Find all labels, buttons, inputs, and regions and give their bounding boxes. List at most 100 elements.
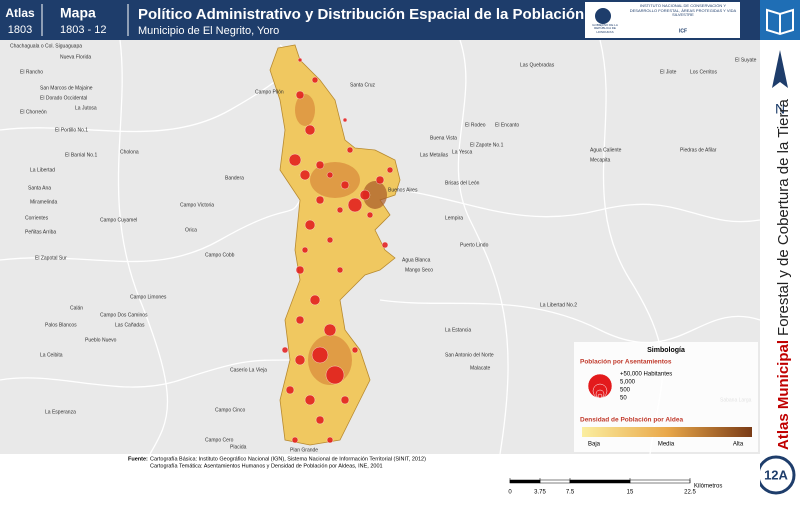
scale-tick-label: 22.5: [684, 490, 696, 496]
settlement: [294, 354, 306, 366]
scale-tick-label: 15: [627, 490, 634, 496]
map-number: 12A: [764, 467, 788, 482]
settlement: [340, 180, 350, 190]
settlement: [299, 169, 311, 181]
place-label: Campo Victoria: [180, 202, 214, 208]
logo-left-text: GOBIERNO DE LA REPÚBLICA DE HONDURAS: [592, 24, 618, 34]
scale-tick-label: 3.75: [534, 490, 546, 496]
legend-circle: [597, 393, 603, 399]
subtitle: Municipio de El Negrito, Yoro: [138, 25, 279, 37]
map-code: 1803 - 12: [60, 24, 106, 36]
place-label: Placida: [230, 444, 247, 450]
settlement: [347, 197, 363, 213]
legend-title: Simbología: [647, 347, 685, 354]
settlement: [297, 57, 303, 63]
place-label: El Suyate: [735, 57, 757, 63]
place-label: Calán: [70, 305, 83, 311]
place-label: Mango Seco: [405, 267, 433, 273]
place-label: Puerto Lindo: [460, 242, 489, 248]
scale-segment: [629, 479, 691, 484]
atlas-label: Atlas: [5, 6, 35, 20]
scale-segment: [539, 479, 571, 484]
legend-population-class: 50: [620, 396, 627, 402]
settlement: [288, 153, 302, 167]
settlement: [301, 246, 309, 254]
place-label: La Jutosa: [75, 105, 97, 111]
legend-population-class: +50,000 Habitantes: [620, 372, 672, 378]
place-label: Campo Limones: [130, 294, 167, 300]
place-label: El Portillo No.1: [55, 127, 88, 133]
side-title: Atlas Municipal Forestal y de Cobertura d…: [775, 99, 792, 450]
settlement: [375, 175, 385, 185]
place-label: El Barrial No.1: [65, 152, 97, 158]
place-label: Santa Cruz: [350, 82, 376, 88]
density-ramp: [582, 427, 752, 437]
settlement: [340, 395, 350, 405]
municipality: [269, 44, 401, 446]
settlement: [386, 166, 394, 174]
place-label: Peñitas Arriba: [25, 229, 56, 235]
place-label: Buena Vista: [430, 135, 457, 141]
settlement: [311, 76, 319, 84]
place-label: Caserío La Vieja: [230, 367, 267, 373]
place-label: Chachaguala o Col. Siguaguapa: [10, 43, 82, 49]
place-label: San Antonio del Norte: [445, 352, 494, 358]
legend-density-class: Baja: [588, 442, 601, 448]
place-label: Campo Cinco: [215, 407, 246, 413]
place-label: La Estancia: [445, 327, 471, 333]
scale-segment: [509, 479, 541, 484]
side-title-main: Atlas Municipal: [775, 340, 792, 450]
place-label: Bandera: [225, 175, 244, 181]
place-label: El Zapotal Sur: [35, 255, 67, 261]
settlement: [359, 189, 371, 201]
place-label: El Jiote: [660, 69, 677, 75]
place-label: La Libertad: [30, 167, 55, 173]
settlement: [295, 90, 305, 100]
place-label: Malacate: [470, 365, 491, 371]
settlement: [295, 265, 305, 275]
footer: [0, 454, 760, 500]
logo-emblem: [595, 8, 611, 24]
boundaries: [0, 39, 761, 455]
settlement: [351, 346, 359, 354]
place-label: Campo Cobb: [205, 252, 235, 258]
settlement: [295, 315, 305, 325]
place-label: El Rodeo: [465, 122, 486, 128]
place-label: Palos Blancos: [45, 322, 77, 328]
settlement: [304, 394, 316, 406]
place-label: Agua Caliente: [590, 147, 622, 153]
place-label: Campo Pilón: [255, 89, 284, 95]
settlement: [309, 294, 321, 306]
settlement: [366, 211, 374, 219]
settlement: [315, 195, 325, 205]
place-label: Campo Dos Caminos: [100, 312, 148, 318]
place-label: La Esperanza: [45, 409, 76, 415]
place-label: El Chorreón: [20, 109, 47, 115]
source-2: Cartografía Temática: Asentamientos Huma…: [150, 463, 383, 469]
place-label: Campo Cuyamel: [100, 217, 137, 223]
place-label: Las Metalias: [420, 152, 449, 158]
settlement: [315, 160, 325, 170]
settlement: [325, 365, 345, 385]
place-labels: Chachaguala o Col. Siguaguapa Nueva Flori…: [10, 43, 757, 453]
settlement: [336, 206, 344, 214]
settlement-circles: [281, 57, 394, 444]
side-title-sub: Forestal y de Cobertura de la Tierra: [775, 99, 792, 336]
logo-left: GOBIERNO DE LA REPÚBLICA DE HONDURAS: [592, 24, 618, 34]
settlement: [304, 219, 316, 231]
map-label: Mapa: [60, 5, 96, 21]
place-label: El Zapote No.1: [470, 142, 504, 148]
place-label: Plan Grande: [290, 447, 318, 453]
place-label: Corrientes: [25, 215, 49, 221]
place-label: Las Cañadas: [115, 322, 145, 328]
atlas-code: 1803: [8, 24, 32, 36]
legend-density-title: Densidad de Población por Aldea: [580, 417, 683, 424]
place-label: Pueblo Nuevo: [85, 337, 117, 343]
place-label: Brisas del León: [445, 180, 480, 186]
book-icon: [766, 8, 794, 36]
place-label: Nueva Florida: [60, 54, 91, 60]
scale-tick-label: 7.5: [566, 490, 575, 496]
settlement: [381, 241, 389, 249]
settlement: [326, 171, 334, 179]
place-label: Campo Cero: [205, 437, 234, 443]
